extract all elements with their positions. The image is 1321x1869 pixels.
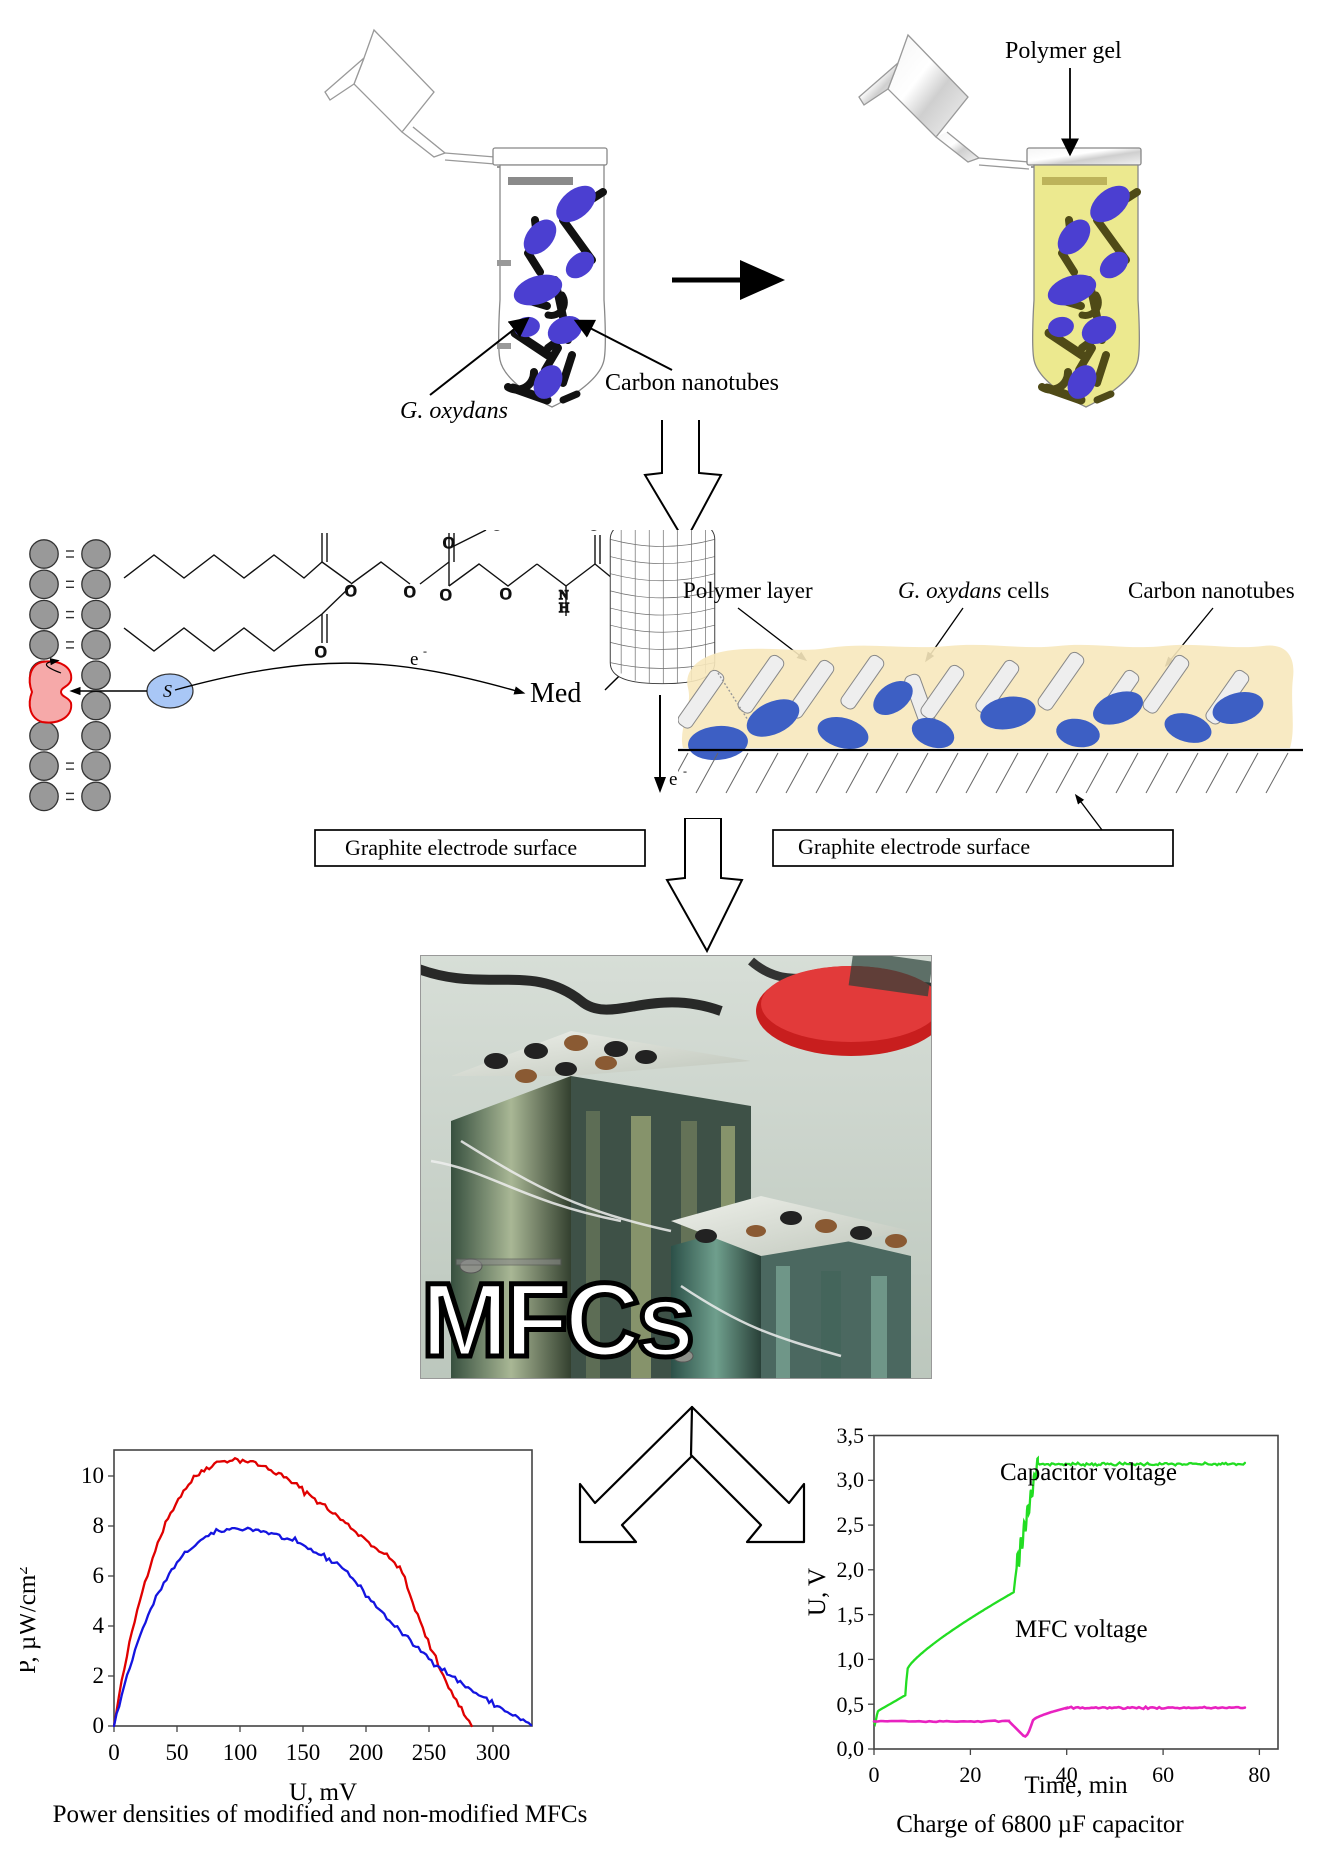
svg-text:250: 250	[412, 1740, 447, 1765]
svg-text:150: 150	[286, 1740, 321, 1765]
svg-text:1,5: 1,5	[837, 1602, 865, 1627]
svg-text:0: 0	[108, 1740, 120, 1765]
svg-text:2,0: 2,0	[837, 1557, 865, 1582]
svg-text:Carbon nanotubes: Carbon nanotubes	[1128, 578, 1295, 603]
svg-text:3,5: 3,5	[837, 1423, 865, 1448]
svg-text:Graphite electrode surface: Graphite electrode surface	[798, 834, 1030, 859]
svg-text:100: 100	[223, 1740, 258, 1765]
svg-text:1,0: 1,0	[837, 1647, 865, 1672]
svg-text:4: 4	[93, 1613, 105, 1638]
svg-text:200: 200	[349, 1740, 384, 1765]
svg-text:20: 20	[959, 1762, 981, 1787]
svg-text:0,5: 0,5	[837, 1692, 865, 1717]
svg-text:Polymer layer: Polymer layer	[683, 578, 813, 603]
svg-text:300: 300	[476, 1740, 511, 1765]
svg-text:2: 2	[93, 1663, 105, 1688]
svg-text:2,5: 2,5	[837, 1512, 865, 1537]
svg-text:80: 80	[1248, 1762, 1270, 1787]
svg-text:0: 0	[869, 1762, 880, 1787]
svg-text:P, µW/cm2: P, µW/cm2	[20, 1566, 41, 1674]
svg-text:8: 8	[93, 1513, 105, 1538]
svg-text:3,0: 3,0	[837, 1467, 865, 1492]
svg-text:6: 6	[93, 1563, 105, 1588]
svg-text:50: 50	[166, 1740, 189, 1765]
svg-text:60: 60	[1152, 1762, 1174, 1787]
svg-text:10: 10	[81, 1463, 104, 1488]
svg-text:0,0: 0,0	[837, 1736, 865, 1761]
svg-text:Time, min: Time, min	[1024, 1772, 1128, 1799]
svg-text:0: 0	[93, 1713, 105, 1738]
svg-text:G. oxydans cells: G. oxydans cells	[898, 578, 1049, 603]
svg-text:Capacitor voltage: Capacitor voltage	[1000, 1459, 1177, 1486]
svg-text:U, V: U, V	[804, 1568, 831, 1616]
svg-text:MFC voltage: MFC voltage	[1015, 1616, 1148, 1643]
